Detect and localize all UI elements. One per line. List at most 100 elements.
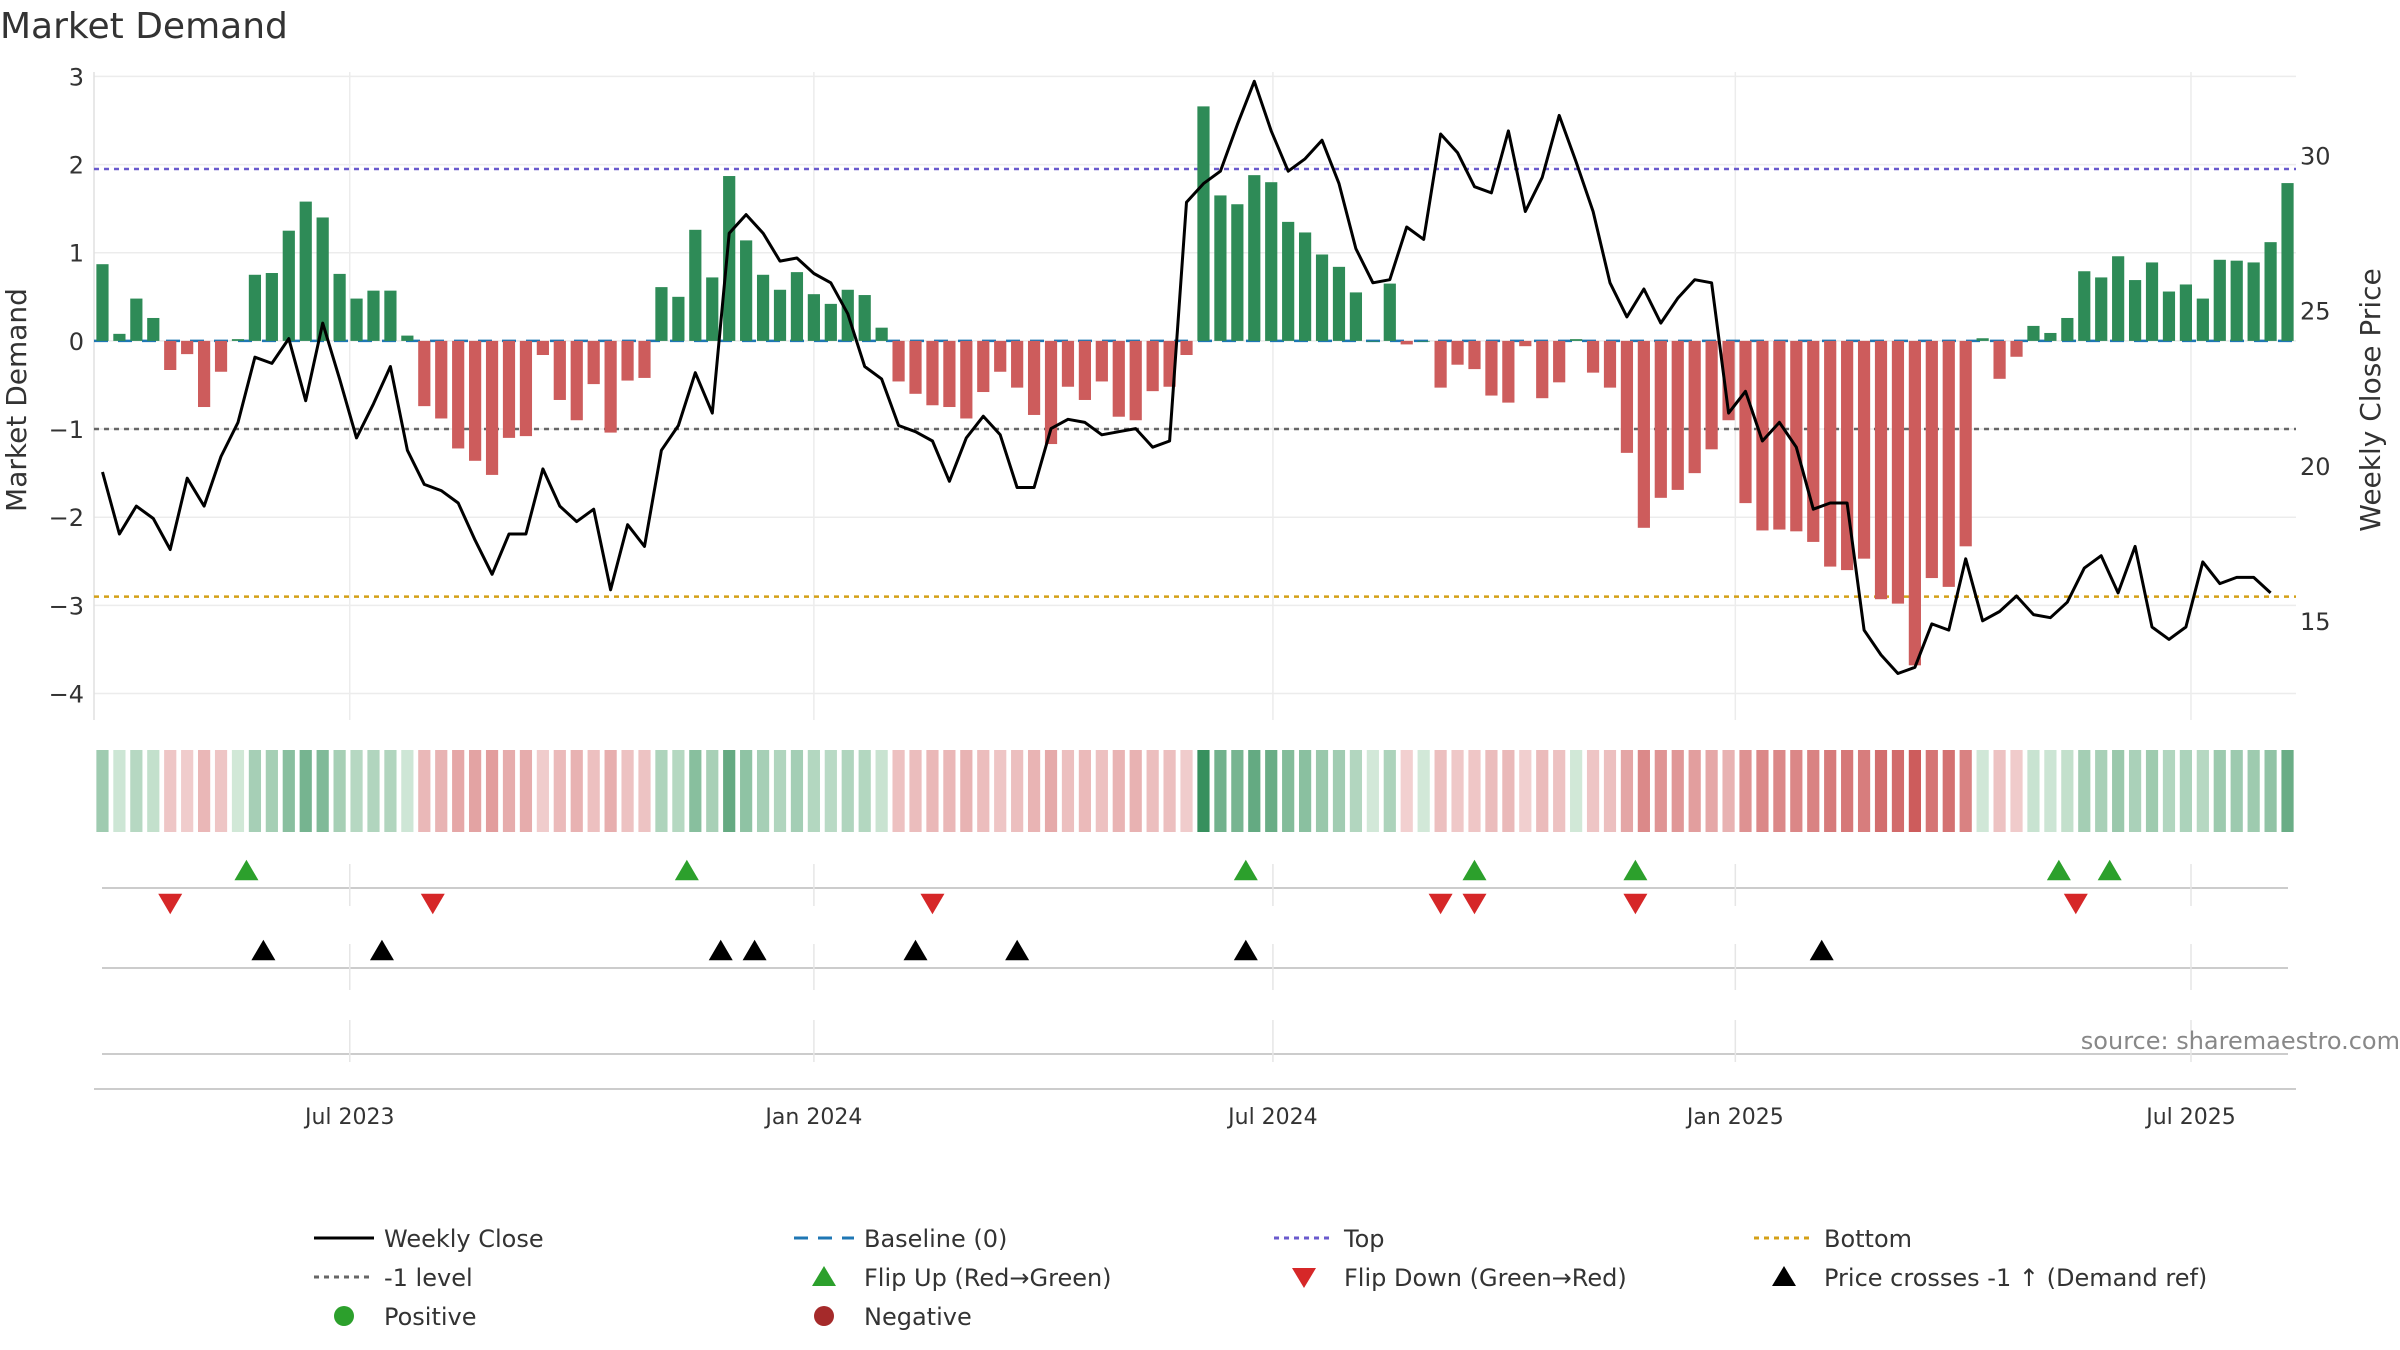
demand-bar-16 [367,290,380,341]
y-tick-label-1: 2 [69,152,84,180]
demand-bar-70 [1282,221,1295,341]
heat-cell-34 [672,750,685,832]
heat-cell-48 [909,750,922,832]
demand-bar-105 [1874,340,1888,600]
demand-bar-67 [1231,204,1244,341]
heat-cell-30 [604,750,617,832]
heat-cell-42 [807,750,820,832]
demand-bar-90 [1620,340,1634,453]
demand-bar-82 [1485,340,1498,396]
heat-cell-122 [2162,750,2176,832]
demand-heat-strip [96,750,2294,832]
heat-cell-82 [1485,750,1498,832]
heat-cell-25 [519,750,533,832]
y2-tick-label-0: 30 [2300,143,2331,171]
heat-cell-68 [1248,750,1261,832]
heat-cell-32 [638,750,651,832]
heat-cell-95 [1705,750,1718,832]
heat-cell-18 [401,750,414,832]
demand-bar-61 [1129,340,1142,421]
cross-marker-1 [369,939,394,961]
heat-cell-51 [960,750,973,832]
heat-cell-4 [164,750,177,832]
legend-label-0: Weekly Close [384,1225,544,1253]
heat-cell-125 [2213,750,2226,832]
heat-cell-109 [1942,750,1955,832]
legend-label-8: Positive [384,1303,477,1331]
heat-cell-44 [841,750,854,832]
heat-cell-38 [740,750,753,832]
demand-bar-52 [977,340,990,393]
demand-bar-57 [1061,340,1075,387]
heat-cell-74 [1349,750,1363,832]
demand-bar-62 [1146,340,1159,392]
demand-bar-122 [2162,291,2176,341]
heat-cell-79 [1434,750,1447,832]
heat-cell-40 [773,750,787,832]
demand-bar-46 [875,327,888,341]
demand-bar-129 [2281,183,2294,341]
heat-cell-7 [214,750,228,832]
demand-bar-66 [1214,195,1227,341]
y2-tick-label-3: 15 [2300,608,2331,636]
heat-cell-15 [350,750,363,832]
demand-bar-87 [1570,339,1583,341]
demand-bar-41 [790,272,804,341]
demand-bar-63 [1163,340,1176,387]
heat-cell-5 [181,750,194,832]
demand-bar-74 [1349,292,1363,341]
heat-cell-115 [2044,750,2057,832]
signal-rows [102,859,2288,1062]
legend-label-5: Flip Up (Red→Green) [864,1264,1112,1292]
heat-cell-88 [1586,750,1600,832]
demand-bar-35 [689,229,702,341]
heat-cell-6 [198,750,211,832]
heat-cell-94 [1688,750,1701,832]
heat-cell-26 [536,750,549,832]
y-axis-label: Market Demand [0,288,33,512]
demand-bar-80 [1451,340,1464,365]
heat-cell-66 [1214,750,1227,832]
flip-down-marker-5 [1623,893,1648,915]
legend-label-2: Top [1343,1225,1385,1253]
demand-bar-65 [1197,106,1210,341]
demand-bar-8 [231,339,245,341]
demand-bar-73 [1332,266,1346,341]
heat-cell-85 [1536,750,1549,832]
heat-cell-97 [1739,750,1752,832]
heat-cell-112 [1993,750,2006,832]
heat-cell-99 [1773,750,1786,832]
flip-down-marker-0 [158,893,183,915]
demand-bar-121 [2145,262,2159,341]
demand-bar-60 [1112,340,1125,417]
weekly-close-line [101,79,2272,675]
demand-bar-29 [587,340,600,385]
demand-bar-14 [333,273,346,341]
heat-cell-59 [1095,750,1108,832]
flip-down-marker-6 [2063,893,2088,915]
heat-cell-3 [147,750,160,832]
demand-bar-118 [2095,277,2108,341]
heat-cell-22 [469,750,482,832]
legend-label-4: -1 level [384,1264,473,1292]
demand-bar-85 [1536,340,1549,399]
heat-cell-39 [756,750,770,832]
cross-marker-4 [903,939,928,961]
heat-cell-72 [1315,750,1329,832]
demand-bar-22 [469,340,482,461]
demand-bar-109 [1942,340,1955,587]
y-tick-label-2: 1 [69,240,84,268]
heat-cell-70 [1282,750,1295,832]
heat-cell-102 [1824,750,1837,832]
heat-cell-110 [1959,750,1972,832]
heat-cell-29 [587,750,600,832]
heat-cell-56 [1044,750,1058,832]
heat-cell-1 [113,750,126,832]
heat-cell-11 [282,750,295,832]
y2-tick-label-1: 25 [2300,298,2331,326]
heat-cell-69 [1265,750,1278,832]
heat-cell-60 [1112,750,1125,832]
demand-bar-112 [1993,340,2006,379]
heat-cell-52 [977,750,990,832]
demand-bar-34 [672,296,685,341]
